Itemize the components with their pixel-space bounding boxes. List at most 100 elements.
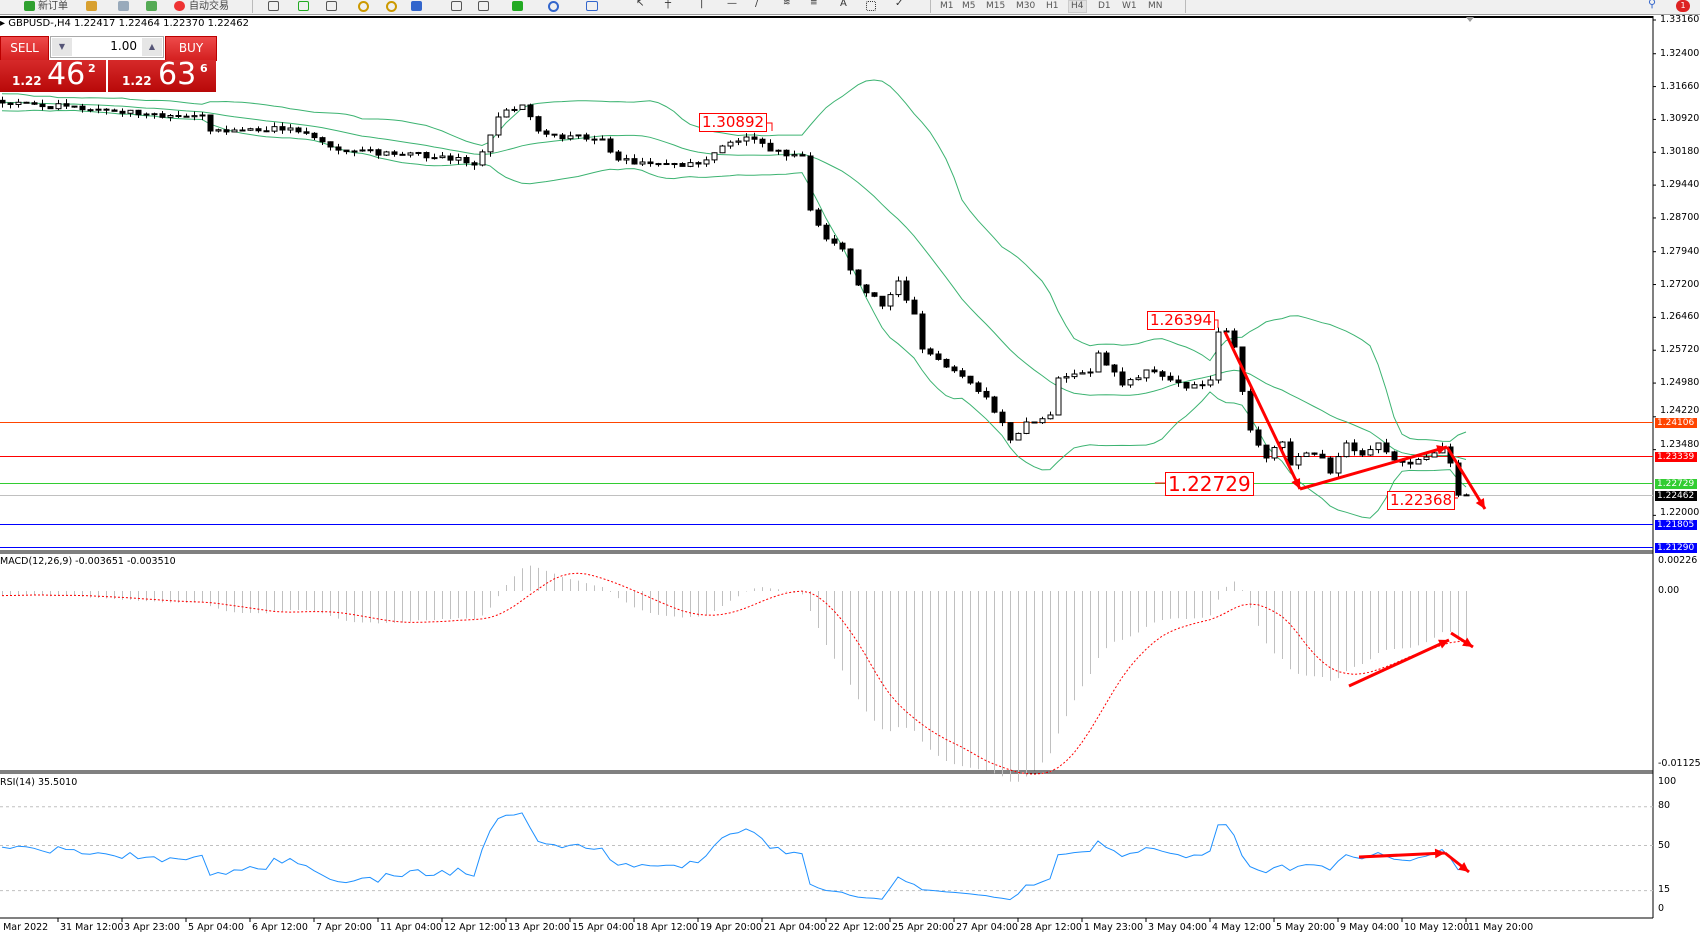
candle-bear — [1031, 421, 1038, 424]
autotrading-icon[interactable] — [174, 1, 185, 11]
candle-bull — [1039, 418, 1046, 424]
candle-bear — [959, 370, 966, 377]
annotation-high-2[interactable]: 1.26394 — [1147, 311, 1216, 330]
candle-bear — [983, 390, 990, 398]
timeframe-m30[interactable]: M30 — [1016, 1, 1036, 11]
zoom-in-icon[interactable] — [358, 1, 369, 12]
level-price-tag[interactable]: 1.22729 — [1655, 478, 1697, 489]
annotation-low[interactable]: 1.22368 — [1387, 491, 1456, 510]
candle-bull — [727, 141, 734, 147]
macd-arrow-up[interactable] — [1348, 638, 1450, 688]
templates-icon[interactable] — [586, 1, 598, 11]
buy-price-box[interactable]: 1.22 63 6 — [108, 60, 216, 92]
candle-bull — [887, 294, 894, 307]
search-icon[interactable]: ⚲ — [1648, 0, 1657, 10]
bar-chart-icon[interactable] — [268, 1, 279, 11]
candle-bear — [343, 149, 350, 153]
market-watch-icon[interactable] — [86, 1, 97, 11]
signals-icon[interactable] — [146, 1, 157, 11]
horizontal-line-icon[interactable]: — — [727, 0, 737, 9]
annotation-high-1[interactable]: 1.30892 — [699, 113, 768, 132]
level-price-tag[interactable]: 1.22462 — [1655, 490, 1697, 501]
new-order-icon[interactable] — [24, 1, 35, 11]
cloud-icon[interactable] — [118, 1, 129, 11]
autoscroll-icon[interactable] — [451, 1, 462, 11]
rsi-arrow-flat[interactable] — [1358, 848, 1446, 859]
timeframe-mn[interactable]: MN — [1148, 1, 1163, 11]
price-tick-label: 1.24220 — [1660, 404, 1700, 416]
candle-bear — [159, 113, 166, 118]
sell-button[interactable]: SELL — [0, 36, 49, 61]
price-tick-label: 1.30180 — [1660, 146, 1700, 158]
arrow-shaft — [1223, 331, 1302, 490]
timeframe-m5[interactable]: M5 — [962, 1, 976, 11]
timeframe-w1[interactable]: W1 — [1122, 1, 1137, 11]
lot-size-value[interactable]: 1.00 — [110, 39, 137, 53]
candle-bear — [471, 162, 478, 166]
text-label-icon[interactable] — [866, 1, 876, 11]
candle-bear — [751, 136, 758, 140]
timeframe-m15[interactable]: M15 — [986, 1, 1006, 11]
timeframe-h4[interactable]: H4 — [1068, 0, 1087, 13]
candle-bear — [767, 142, 774, 152]
vertical-line-icon[interactable]: | — [700, 0, 704, 9]
candle-bull — [1079, 372, 1086, 375]
candle-bull — [1215, 331, 1222, 381]
tile-windows-icon[interactable] — [411, 1, 422, 11]
time-tick-label: 22 Apr 12:00 — [828, 922, 890, 933]
equidistant-channel-icon[interactable]: ≋ — [783, 0, 791, 8]
indicators-icon[interactable] — [512, 1, 523, 11]
level-price-tag[interactable]: 1.23339 — [1655, 451, 1697, 462]
price-tick-label: 1.29440 — [1660, 179, 1700, 191]
candle-chart-icon[interactable] — [298, 1, 309, 11]
candle-bear — [255, 128, 262, 132]
autotrading-button[interactable]: 自动交易 — [189, 1, 229, 12]
chart-shift-icon[interactable] — [478, 1, 489, 11]
collapse-triangle-icon[interactable]: ▸ — [0, 18, 9, 29]
candle-bear — [239, 129, 246, 132]
line-chart-icon[interactable] — [326, 1, 337, 11]
timeframe-m1[interactable]: M1 — [940, 1, 954, 11]
buy-button[interactable]: BUY — [165, 36, 217, 61]
text-icon[interactable]: A — [840, 0, 847, 9]
timeframe-h1[interactable]: H1 — [1046, 1, 1059, 11]
time-tick-label: 12 Apr 12:00 — [444, 922, 506, 933]
periods-icon[interactable] — [548, 1, 559, 12]
trend-arrow-down[interactable] — [1223, 331, 1302, 490]
new-order-button[interactable]: 新订单 — [38, 1, 68, 12]
trend-arrow-down[interactable] — [1445, 446, 1487, 510]
candle-bull — [439, 155, 446, 159]
timeframe-d1[interactable]: D1 — [1098, 1, 1111, 11]
cursor-icon[interactable]: ↖ — [636, 0, 645, 9]
level-price-tag[interactable]: 1.21290 — [1655, 542, 1697, 553]
candle-bear — [263, 130, 270, 133]
level-price-tag[interactable]: 1.24106 — [1655, 417, 1697, 428]
candle-bull — [639, 161, 646, 165]
chart-window[interactable] — [0, 16, 1653, 920]
rsi-arrow-down[interactable] — [1444, 851, 1470, 874]
candle-bear — [1287, 441, 1294, 466]
candle-bear — [1175, 379, 1182, 383]
lot-decrease-button[interactable]: ▼ — [52, 38, 72, 56]
candle-bull — [407, 152, 414, 156]
notification-badge[interactable]: 1 — [1676, 0, 1690, 12]
arrows-icon[interactable]: ✓ — [895, 0, 904, 9]
time-tick-label: 11 Apr 04:00 — [380, 922, 442, 933]
arrow-head-icon — [1475, 498, 1485, 509]
price-tick-label: 1.31660 — [1660, 80, 1700, 92]
candle-bear — [1151, 369, 1158, 373]
fibonacci-icon[interactable]: ≡ — [810, 0, 818, 8]
crosshair-icon[interactable]: ┼ — [665, 0, 672, 9]
zoom-out-icon[interactable] — [386, 1, 397, 12]
level-price-tag[interactable]: 1.21805 — [1655, 519, 1697, 530]
macd-label: MACD(12,26,9) -0.003651 -0.003510 — [0, 556, 176, 567]
trendline-icon[interactable]: / — [755, 0, 759, 9]
chart-symbol-header: ▸ GBPUSD-,H4 1.22417 1.22464 1.22370 1.2… — [0, 18, 249, 29]
annotation-support[interactable]: 1.22729 — [1165, 472, 1254, 496]
sell-price-box[interactable]: 1.22 46 2 — [0, 60, 106, 92]
lot-increase-button[interactable]: ▲ — [142, 38, 162, 56]
macd-arrow-down[interactable] — [1450, 631, 1474, 649]
lot-size-input[interactable]: ▼ 1.00 ▲ — [50, 36, 164, 58]
trend-arrow-up[interactable] — [1299, 445, 1448, 491]
